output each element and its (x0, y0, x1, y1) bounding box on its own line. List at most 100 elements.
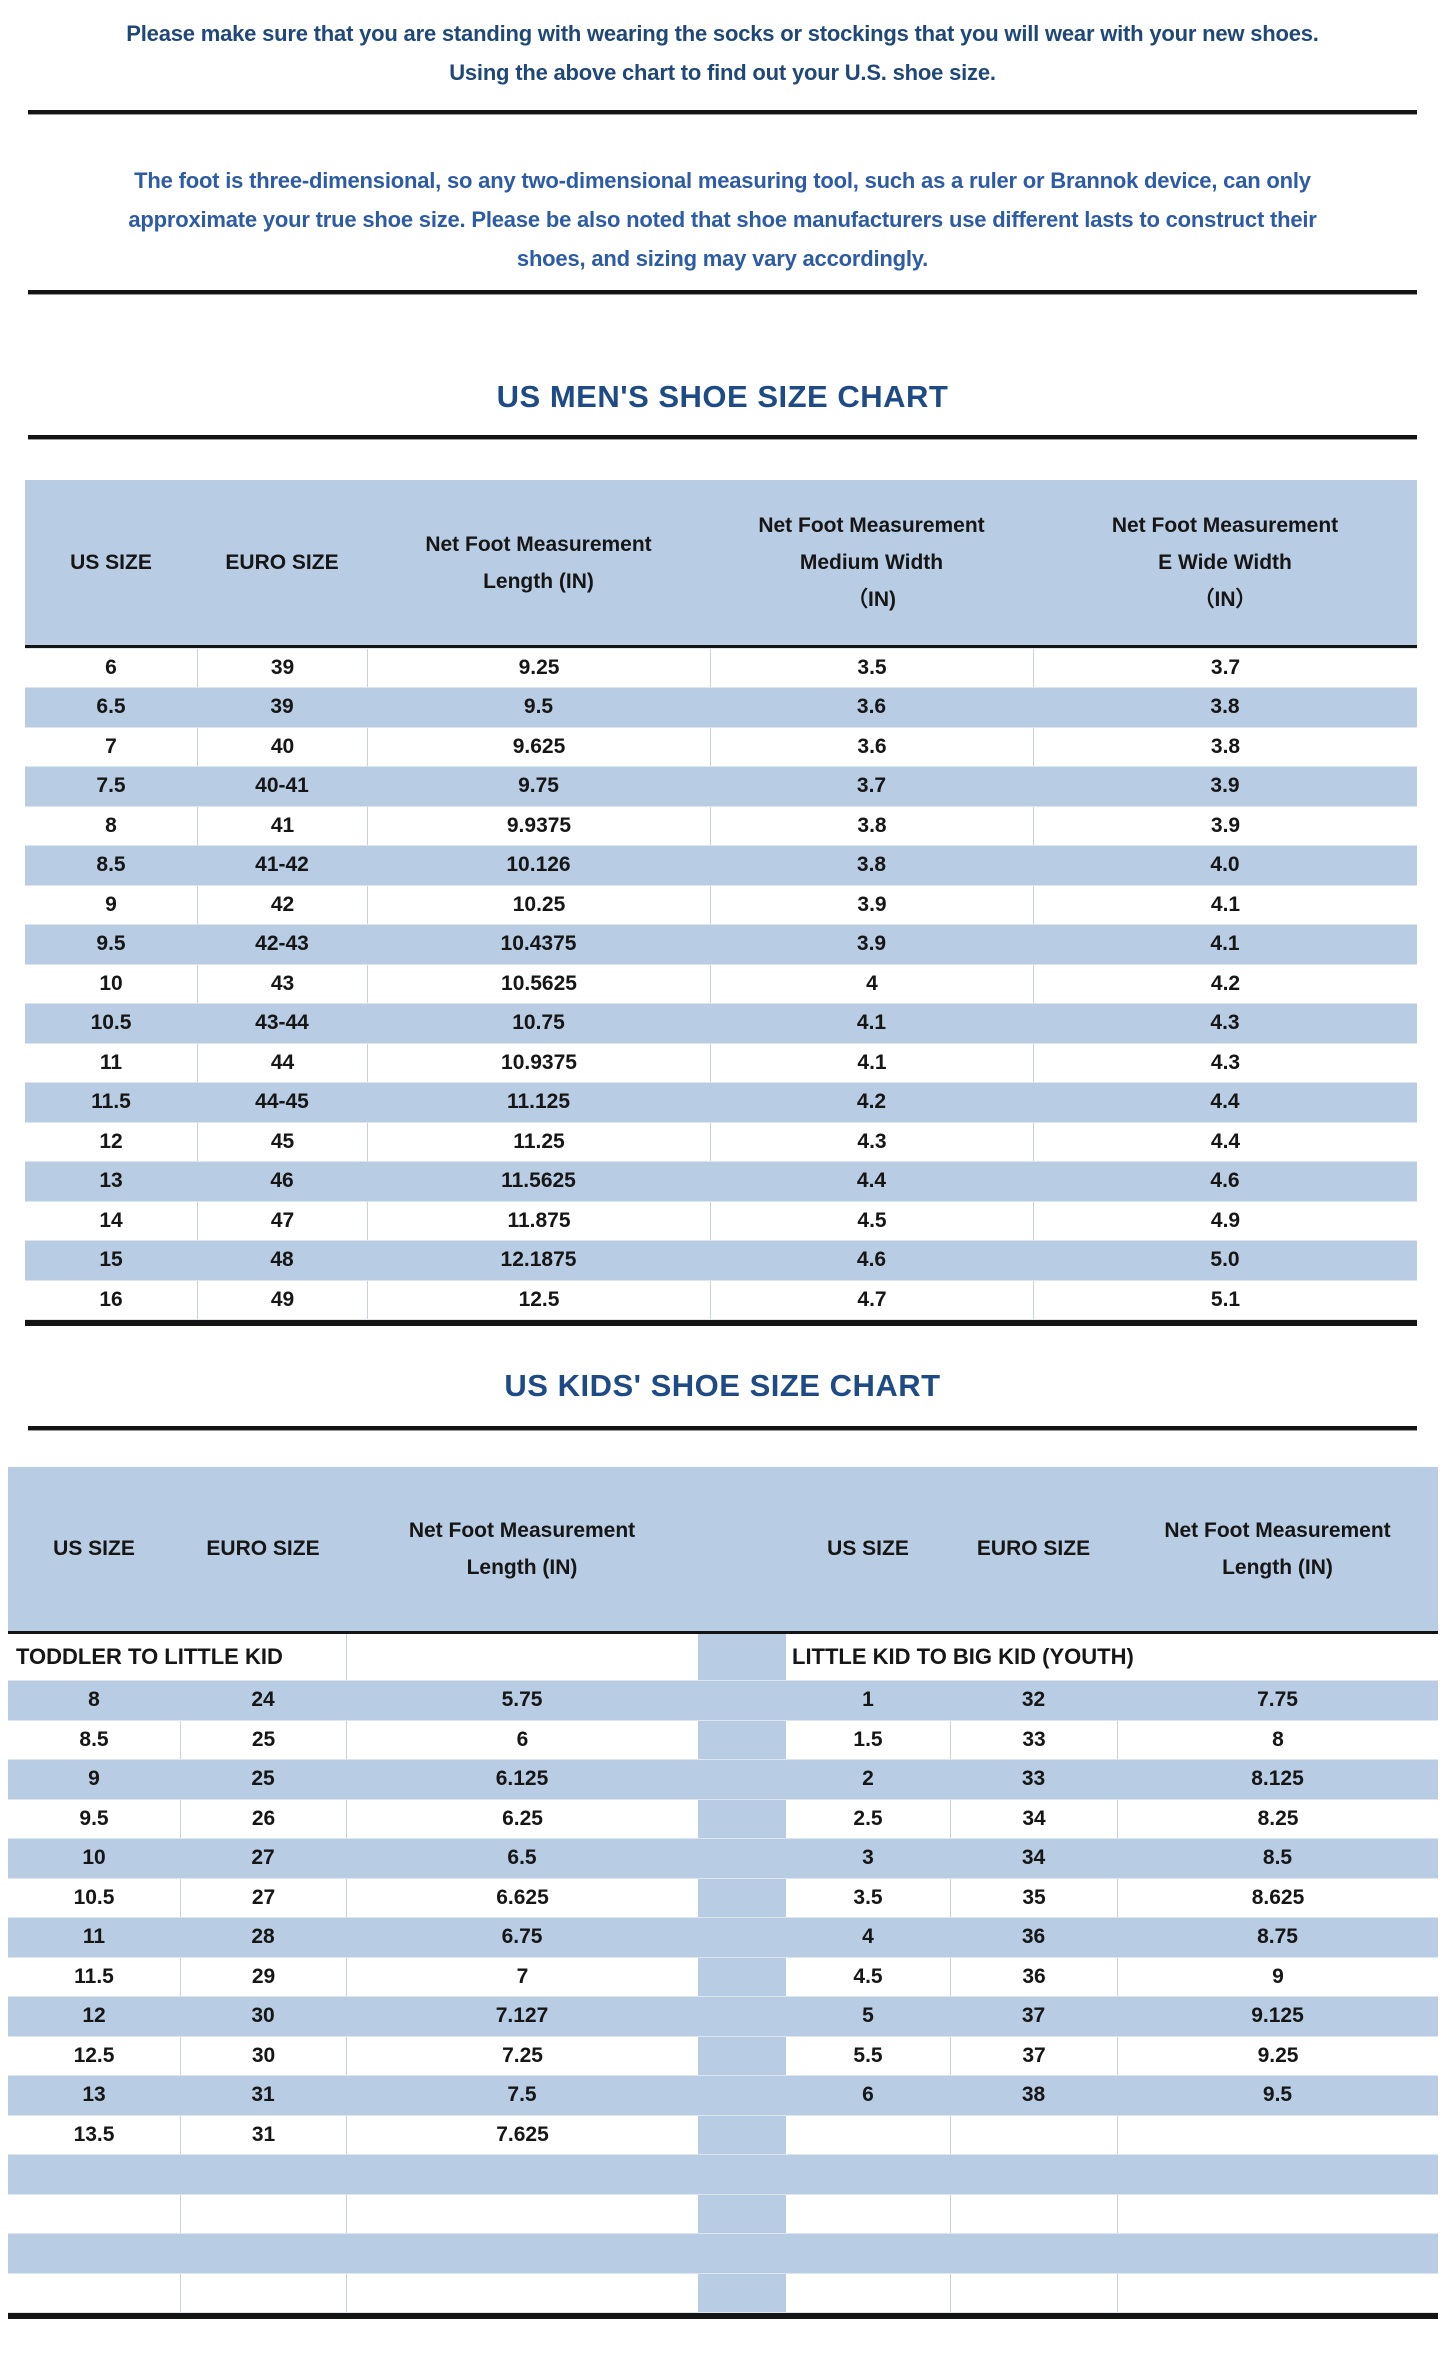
cell (1117, 2155, 1438, 2195)
spacer-cell (698, 1996, 786, 2036)
header-cell: EURO SIZE (197, 480, 367, 645)
cell: 9 (105, 892, 117, 916)
cell: 7 (346, 1958, 698, 1996)
cell (346, 2155, 698, 2195)
cell: 27 (180, 1879, 346, 1917)
cell: 10 (99, 971, 123, 995)
cell: 13.5 (73, 2122, 115, 2146)
cell: 47 (197, 1202, 367, 1240)
spacer-cell (698, 2075, 786, 2115)
table-row: 13 31 7.5 6 38 9.5 (8, 2075, 1438, 2115)
cell: 6 (862, 2083, 874, 2107)
cell: 4.9 (1033, 1202, 1417, 1240)
table-row: 12 45 11.25 4.3 4.4 (25, 1122, 1417, 1162)
cell: 4 (862, 1925, 874, 1949)
cell: 31 (251, 2083, 275, 2107)
cell: 3.9 (1210, 774, 1240, 798)
text-line: shoes, and sizing may vary accordingly. (516, 246, 929, 271)
cell: 11 (99, 1050, 123, 1074)
cell: 4.2 (1033, 965, 1417, 1003)
table-row (8, 2154, 1438, 2195)
toddler-section-label: TODDLER TO LITTLE KID (16, 1643, 283, 1669)
cell: 10 (82, 1846, 106, 1870)
cell: 4.1 (1210, 932, 1240, 956)
cell (950, 2195, 1117, 2233)
cell (180, 2234, 346, 2274)
cell: 25 (251, 1767, 275, 1791)
cell: 5.0 (1210, 1248, 1240, 1272)
table-row: 9 42 10.25 3.9 4.1 (25, 885, 1417, 925)
cell: 25 (180, 1721, 346, 1759)
cell: 7.127 (495, 2004, 549, 2028)
cell (950, 2155, 1117, 2195)
header-cell: US SIZE (25, 480, 197, 645)
spacer-cell (698, 1680, 786, 1720)
cell (180, 2195, 346, 2233)
cell: 11.875 (367, 1202, 710, 1240)
kids-table-bottom-rule (8, 2312, 1438, 2319)
cell: 11.125 (506, 1090, 571, 1114)
spacer-cell (698, 2116, 786, 2154)
cell: 11.5625 (501, 1169, 576, 1193)
header-cell: US SIZE (8, 1467, 180, 1631)
text-line: Please make sure that you are standing w… (126, 21, 1319, 46)
cell (8, 2155, 180, 2195)
mens-body: 6 39 9.25 3.5 3.7 6.5 39 9.5 3.6 3.8 7 40 9.625 3.6 3.… (25, 648, 1417, 1320)
cell: 32 (1021, 1688, 1046, 1712)
kids-body: 8 24 5.75 1 32 7.75 8.5 25 6 1.5 33 8 9 25 6.125 2 33 8.1… (8, 1680, 1438, 2313)
cell: 7 (105, 734, 117, 758)
cell: 35 (950, 1879, 1117, 1917)
cell: 5.1 (1033, 1281, 1417, 1319)
cell: 10.75 (512, 1011, 565, 1035)
cell: 2.5 (853, 1806, 883, 1830)
cell: 12.1875 (500, 1248, 577, 1272)
table-row: 9 25 6.125 2 33 8.125 (8, 1759, 1438, 1799)
cell (1117, 2234, 1438, 2274)
cell: 9.625 (367, 728, 710, 766)
cell: 4 (710, 965, 1033, 1003)
cell: 43 (197, 965, 367, 1003)
header-line: Net Foot Measurement (1164, 1518, 1391, 1542)
table-row: 6.5 39 9.5 3.6 3.8 (25, 687, 1417, 727)
cell: 4.7 (710, 1281, 1033, 1319)
cell: 44-45 (255, 1090, 309, 1114)
cell: 12 (82, 2004, 106, 2028)
cell: 4.6 (1210, 1169, 1240, 1193)
cell: 4.1 (710, 1044, 1033, 1082)
cell (786, 2274, 950, 2312)
cell: 33 (950, 1721, 1117, 1759)
cell: 41-42 (255, 853, 309, 877)
header-line: Net Foot Measurement (1111, 514, 1339, 537)
cell: 39 (270, 695, 294, 719)
cell: 45 (197, 1123, 367, 1161)
cell: 16 (99, 1287, 123, 1311)
cell: 39 (197, 649, 367, 687)
header-line: E Wide Width (1158, 551, 1292, 574)
cell: 9.9375 (367, 807, 710, 845)
cell: 3.8 (1210, 695, 1240, 719)
header-line: US SIZE (827, 1537, 909, 1560)
cell: 9.5 (79, 1806, 109, 1830)
cell: 3.8 (1033, 728, 1417, 766)
table-row: 6 39 9.25 3.5 3.7 (25, 648, 1417, 688)
header-line: Length (IN) (1222, 1555, 1333, 1579)
header-cell: EURO SIZE (180, 1467, 346, 1631)
header-line: US SIZE (53, 1537, 135, 1560)
cell (1117, 2195, 1438, 2233)
cell: 40 (197, 728, 367, 766)
header-line: Length (IN) (466, 1555, 578, 1579)
text-line: approximate your true shoe size. Please … (128, 207, 1317, 232)
spacer-cell (698, 2154, 786, 2194)
cell (8, 2234, 180, 2274)
table-row: 9.5 26 6.25 2.5 34 8.25 (8, 1799, 1438, 1839)
cell: 14 (99, 1208, 123, 1232)
mens-header: US SIZE EURO SIZE Net Foot Measurement Leng… (25, 480, 1417, 648)
table-row: 10 27 6.5 3 34 8.5 (8, 1838, 1438, 1878)
cell: 8 (88, 1688, 100, 1712)
table-row: 11.5 44-45 11.125 4.2 4.4 (25, 1082, 1417, 1122)
cell: 6 (346, 1721, 698, 1759)
cell: 13 (99, 1169, 123, 1193)
cell: 8.25 (1117, 1800, 1438, 1838)
cell: 3.5 (853, 1885, 883, 1909)
cell (180, 2155, 346, 2195)
